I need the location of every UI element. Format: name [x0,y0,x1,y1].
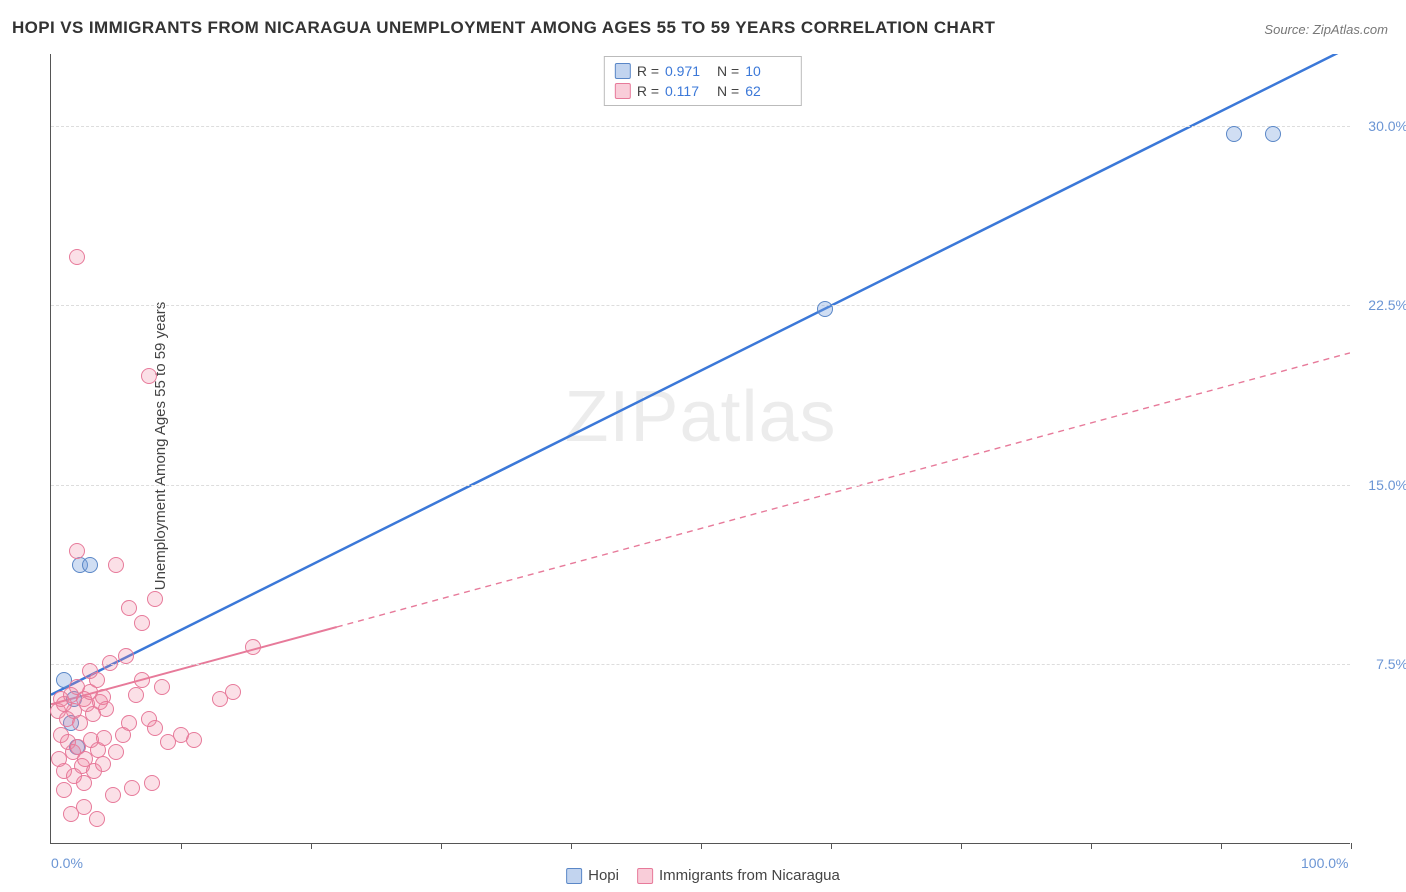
n-label: N = [717,81,739,101]
x-tick-mark [181,843,182,849]
point-nicaragua [105,787,121,803]
point-nicaragua [98,701,114,717]
source-label: Source: [1264,22,1309,37]
gridline [51,126,1350,127]
point-nicaragua [89,811,105,827]
y-tick-label: 15.0% [1368,477,1406,493]
point-nicaragua [144,775,160,791]
point-nicaragua [124,780,140,796]
point-nicaragua [147,720,163,736]
legend-item-hopi: Hopi [566,867,619,884]
point-nicaragua [56,782,72,798]
source-attribution: Source: ZipAtlas.com [1264,22,1388,37]
x-tick-mark [1351,843,1352,849]
trend-line-solid [51,54,1350,695]
legend-label-hopi: Hopi [588,867,619,884]
chart-container: HOPI VS IMMIGRANTS FROM NICARAGUA UNEMPL… [0,0,1406,892]
point-nicaragua [82,663,98,679]
legend-row-hopi: R = 0.971 N = 10 [615,61,791,81]
point-hopi [817,301,833,317]
point-nicaragua [76,775,92,791]
point-nicaragua [69,249,85,265]
n-value-nicaragua: 62 [745,81,791,101]
point-nicaragua [51,751,67,767]
swatch-pink-icon [615,83,631,99]
r-value-hopi: 0.971 [665,61,711,81]
point-nicaragua [108,557,124,573]
legend-item-nicaragua: Immigrants from Nicaragua [637,867,840,884]
point-nicaragua [121,600,137,616]
x-tick-mark [441,843,442,849]
point-nicaragua [118,648,134,664]
x-tick-label: 0.0% [51,855,83,871]
point-nicaragua [76,799,92,815]
chart-title: HOPI VS IMMIGRANTS FROM NICARAGUA UNEMPL… [12,18,995,38]
x-tick-mark [1221,843,1222,849]
y-tick-label: 30.0% [1368,118,1406,134]
y-tick-label: 22.5% [1368,297,1406,313]
gridline [51,305,1350,306]
trend-line-dashed [337,353,1350,627]
x-tick-mark [311,843,312,849]
x-tick-mark [1091,843,1092,849]
source-value: ZipAtlas.com [1313,22,1388,37]
n-value-hopi: 10 [745,61,791,81]
point-hopi [82,557,98,573]
x-tick-mark [831,843,832,849]
watermark-zip: ZIP [564,377,679,457]
point-hopi [1265,126,1281,142]
legend-label-nicaragua: Immigrants from Nicaragua [659,867,840,884]
watermark-atlas: atlas [679,377,836,457]
point-nicaragua [128,687,144,703]
x-tick-mark [961,843,962,849]
point-nicaragua [154,679,170,695]
point-nicaragua [141,368,157,384]
point-nicaragua [96,730,112,746]
x-tick-label: 100.0% [1301,855,1348,871]
plot-area: ZIPatlas 7.5%15.0%22.5%30.0%0.0%100.0% [50,54,1350,844]
point-hopi [1226,126,1242,142]
point-nicaragua [134,615,150,631]
legend-row-nicaragua: R = 0.117 N = 62 [615,81,791,101]
gridline [51,664,1350,665]
series-legend: Hopi Immigrants from Nicaragua [566,867,840,884]
swatch-blue-icon [615,63,631,79]
watermark: ZIPatlas [564,376,836,458]
point-nicaragua [134,672,150,688]
point-nicaragua [186,732,202,748]
point-nicaragua [121,715,137,731]
swatch-blue-icon [566,868,582,884]
point-nicaragua [69,543,85,559]
point-nicaragua [245,639,261,655]
point-nicaragua [108,744,124,760]
r-label: R = [637,81,659,101]
point-nicaragua [95,756,111,772]
trend-lines [51,54,1350,843]
point-nicaragua [102,655,118,671]
point-nicaragua [147,591,163,607]
r-value-nicaragua: 0.117 [665,81,711,101]
correlation-legend: R = 0.971 N = 10 R = 0.117 N = 62 [604,56,802,106]
n-label: N = [717,61,739,81]
point-nicaragua [225,684,241,700]
y-tick-label: 7.5% [1376,656,1406,672]
r-label: R = [637,61,659,81]
swatch-pink-icon [637,868,653,884]
gridline [51,485,1350,486]
x-tick-mark [571,843,572,849]
x-tick-mark [701,843,702,849]
